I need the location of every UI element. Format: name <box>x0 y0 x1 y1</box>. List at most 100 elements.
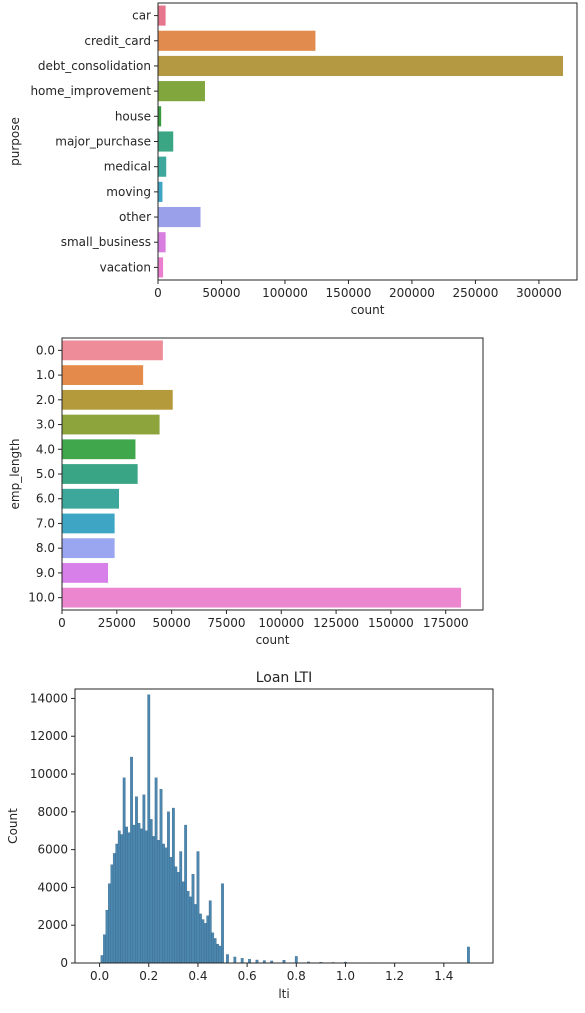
histogram-bar <box>294 956 298 964</box>
y-tick-label: medical <box>104 160 151 174</box>
histogram-bar <box>189 896 192 964</box>
bar-house <box>158 106 162 127</box>
histogram-bar <box>213 938 217 964</box>
x-tick-label: 100000 <box>262 286 308 300</box>
y-tick-label: 14000 <box>30 691 68 705</box>
histogram-bar <box>164 847 168 964</box>
x-axis-label: count <box>351 303 385 317</box>
y-tick-label: 2000 <box>37 918 68 932</box>
histogram-bar <box>216 943 219 964</box>
bar-moving <box>158 181 163 202</box>
x-tick-label: 0 <box>58 616 66 630</box>
y-tick-label: 8000 <box>37 805 68 819</box>
x-tick-label: 0.2 <box>139 969 158 983</box>
y-tick-label: 12000 <box>30 729 68 743</box>
x-tick-label: 1.2 <box>385 969 404 983</box>
y-tick-label: moving <box>106 185 151 199</box>
y-tick-label: 7.0 <box>36 516 55 530</box>
histogram-bar <box>122 777 126 964</box>
x-tick-label: 0.8 <box>287 969 306 983</box>
histogram-bar <box>179 851 183 964</box>
x-tick-label: 0 <box>154 286 162 300</box>
bar-8-0 <box>62 538 115 559</box>
bar-small-business <box>158 232 166 253</box>
y-tick-label: home_improvement <box>30 84 151 98</box>
x-tick-label: 175000 <box>423 616 469 630</box>
histogram-bar <box>144 830 148 964</box>
y-tick-label: major_purchase <box>55 135 151 149</box>
histogram-bar <box>105 909 109 964</box>
x-tick-label: 75000 <box>207 616 245 630</box>
bar-other <box>158 206 201 228</box>
y-tick-label: 3.0 <box>36 418 55 432</box>
histogram-bar <box>112 853 116 964</box>
y-tick-label: house <box>115 109 151 123</box>
histogram-bar <box>137 823 141 964</box>
bar-1-0 <box>62 365 144 385</box>
y-tick-label: small_business <box>61 235 151 249</box>
histogram-bar <box>157 840 160 964</box>
x-tick-label: 0.0 <box>90 969 109 983</box>
bar-10-0 <box>62 587 462 608</box>
histogram-bar <box>167 811 170 964</box>
histogram-bar <box>186 891 190 964</box>
histogram-bar <box>159 789 163 964</box>
x-axis-label: count <box>256 633 290 647</box>
histogram-bar <box>184 824 188 964</box>
bar-2-0 <box>62 389 173 410</box>
y-tick-label: 4000 <box>37 880 68 894</box>
x-tick-label: 1.4 <box>434 969 453 983</box>
y-axis-label: Count <box>6 808 20 844</box>
histogram-bar <box>181 881 185 964</box>
histogram-bar <box>211 932 215 964</box>
histogram-bar <box>103 934 106 964</box>
x-tick-label: 50000 <box>153 616 191 630</box>
histogram-bar <box>206 915 210 964</box>
chart-3: 0 2000 4000 6000 8000 10000 12000 14000 0.0 0.2 0.… <box>6 670 494 1001</box>
histogram-bar <box>100 955 104 964</box>
y-axis-label: emp_length <box>8 439 22 510</box>
plot-frame <box>61 337 484 611</box>
bar-7-0 <box>62 513 115 534</box>
y-tick-label: 10.0 <box>28 591 55 605</box>
y-tick-label: 8.0 <box>36 541 55 555</box>
x-tick-label: 25000 <box>98 616 136 630</box>
x-tick-label: 200000 <box>389 286 435 300</box>
histogram-bar <box>199 913 202 964</box>
histogram-bar <box>233 956 237 964</box>
y-tick-label: car <box>132 9 151 23</box>
y-tick-label: 4.0 <box>36 442 55 456</box>
x-tick-label: 1.0 <box>336 969 355 983</box>
histogram-bar <box>115 843 119 964</box>
x-tick-label: 100000 <box>258 616 304 630</box>
bar-home-improvement <box>158 81 205 102</box>
x-tick-label: 250000 <box>453 286 499 300</box>
bar-debt-consolidation <box>158 55 564 77</box>
y-tick-label: 5.0 <box>36 467 55 481</box>
y-tick-label: 0 <box>60 956 68 970</box>
histogram-bar <box>208 900 212 964</box>
y-axis-label: purpose <box>8 117 22 166</box>
histogram-bar <box>171 807 175 964</box>
histogram-bar <box>135 796 138 964</box>
x-tick-label: 125000 <box>313 616 359 630</box>
histogram-bar <box>132 824 136 964</box>
y-tick-label: debt_consolidation <box>38 59 151 73</box>
bar-car <box>158 5 166 26</box>
bar-0-0 <box>62 340 163 361</box>
histogram-bar <box>203 923 207 964</box>
histogram-bar <box>140 828 143 964</box>
histogram-bar <box>191 874 195 964</box>
histogram-bar <box>194 904 197 964</box>
histogram-bar <box>147 694 151 964</box>
x-tick-label: 150000 <box>326 286 372 300</box>
y-tick-label: 2.0 <box>36 393 55 407</box>
histogram-bar <box>240 958 244 964</box>
chart-2: 0.0 1.0 2.0 3.0 4.0 5.0 6.0 7.0 8.0 9.0 10.00 25000… <box>8 337 484 647</box>
bar-4-0 <box>62 439 136 460</box>
histogram-bar <box>130 756 133 964</box>
y-tick-label: 6.0 <box>36 492 55 506</box>
histogram-bar <box>152 836 156 964</box>
